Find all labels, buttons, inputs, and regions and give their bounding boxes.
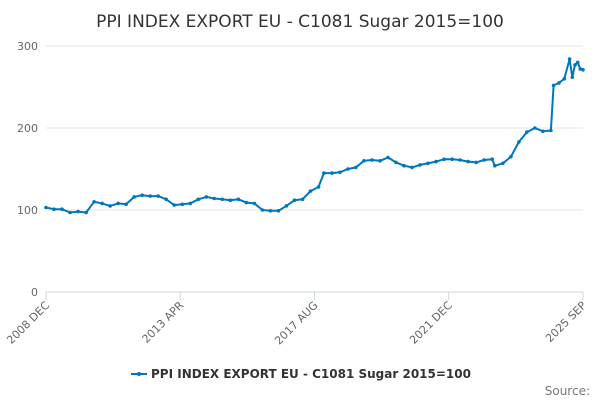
data-point[interactable] [268,209,273,213]
data-point[interactable] [474,160,478,165]
data-point[interactable] [244,200,249,205]
data-point[interactable] [362,159,366,163]
data-point[interactable] [338,170,342,175]
data-point[interactable] [386,155,390,160]
data-point[interactable] [402,163,406,168]
data-point[interactable] [44,205,48,210]
x-tick-label: 2008 DEC [4,299,52,347]
data-point[interactable] [52,207,56,211]
data-point[interactable] [84,210,88,215]
series-line[interactable] [45,58,584,214]
data-point[interactable] [354,165,358,170]
data-point[interactable] [260,208,265,212]
y-tick-label: 0 [31,286,38,299]
chart-title: PPI INDEX EXPORT EU - C1081 Sugar 2015=1… [96,12,504,32]
data-point[interactable] [92,200,96,204]
data-point[interactable] [442,157,446,161]
data-point[interactable] [410,165,414,170]
x-axis: 2008 DEC 2013 APR 2017 AUG 2021 DEC 2025 SEP [4,292,589,347]
data-point[interactable] [124,202,128,207]
data-point[interactable] [575,60,580,65]
data-point[interactable] [567,57,572,61]
x-tick-label: 2017 AUG [272,299,321,348]
data-point[interactable] [284,204,289,208]
data-point[interactable] [330,171,334,175]
plot-area [44,57,585,215]
data-point[interactable] [525,130,529,134]
data-point[interactable] [482,158,486,162]
x-tick-label: 2013 APR [139,299,186,346]
data-point[interactable] [418,163,422,167]
data-point[interactable] [322,171,326,175]
data-point[interactable] [308,189,313,193]
data-point[interactable] [212,196,217,201]
data-point[interactable] [578,67,583,71]
y-tick-label: 200 [17,122,38,135]
data-point[interactable] [458,158,462,162]
data-point[interactable] [557,81,561,85]
data-point[interactable] [316,185,321,189]
data-point[interactable] [108,204,112,208]
data-point[interactable] [346,167,350,171]
data-point[interactable] [60,207,64,211]
data-point[interactable] [541,129,545,134]
data-point[interactable] [204,195,209,199]
data-point[interactable] [378,159,382,163]
grid-lines [46,45,583,211]
data-point[interactable] [573,63,577,67]
data-point[interactable] [493,163,497,168]
data-point[interactable] [570,75,575,79]
x-tick-label: 2021 DEC [407,299,455,347]
data-point[interactable] [100,201,104,206]
data-point[interactable] [292,198,297,202]
data-point[interactable] [551,83,556,88]
legend-label: PPI INDEX EXPORT EU - C1081 Sugar 2015=1… [151,367,471,381]
data-point[interactable] [132,195,136,199]
credits[interactable]: Source: [545,384,590,398]
data-point[interactable] [116,201,120,206]
data-point[interactable] [236,197,241,202]
data-point[interactable] [172,203,176,207]
data-point[interactable] [148,194,152,198]
data-point[interactable] [562,77,567,81]
x-tick-label: 2025 SEP [543,299,589,345]
data-point[interactable] [370,158,374,162]
data-point[interactable] [68,210,72,215]
data-point[interactable] [434,159,438,164]
data-point[interactable] [426,161,430,166]
data-point[interactable] [533,126,537,130]
data-point[interactable] [549,128,553,133]
data-point[interactable] [394,160,398,165]
y-tick-label: 300 [17,40,38,53]
data-point[interactable] [156,194,160,198]
data-point[interactable] [252,201,257,206]
legend[interactable]: PPI INDEX EXPORT EU - C1081 Sugar 2015=1… [131,367,471,381]
data-point[interactable] [76,209,80,214]
legend-marker-icon [137,372,141,376]
data-point[interactable] [140,193,144,197]
data-point[interactable] [188,201,193,206]
data-point[interactable] [450,157,454,161]
data-point[interactable] [501,161,505,166]
data-point[interactable] [164,197,168,202]
data-point[interactable] [466,159,470,164]
data-point[interactable] [180,202,185,207]
data-point[interactable] [490,157,495,161]
data-point[interactable] [581,68,585,72]
data-point[interactable] [300,197,305,202]
data-point[interactable] [228,198,233,202]
data-point[interactable] [220,197,225,202]
data-point[interactable] [517,140,521,144]
data-point[interactable] [196,197,201,202]
data-point[interactable] [509,154,513,159]
data-point[interactable] [276,209,281,213]
y-axis: 0 100 200 300 [17,40,38,299]
y-tick-label: 100 [17,204,38,217]
